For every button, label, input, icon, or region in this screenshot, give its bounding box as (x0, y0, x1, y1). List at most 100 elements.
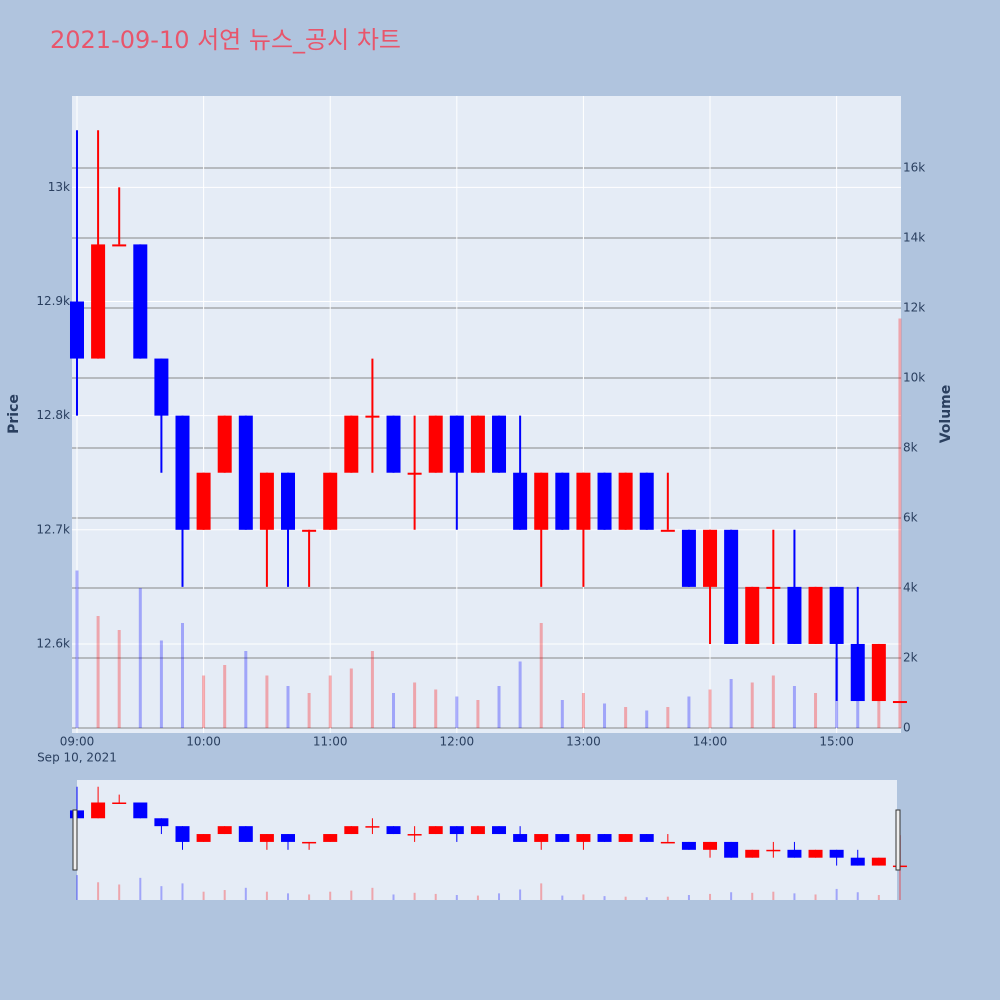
slider-volume (582, 894, 585, 900)
volume-bar (814, 692, 818, 728)
volume-bar (434, 689, 438, 728)
volume-bar (708, 689, 712, 728)
y2-tick-label: 2k (903, 650, 918, 664)
slider-body (597, 834, 612, 842)
candle-body (513, 472, 528, 530)
candle-body (555, 472, 570, 530)
y2-tick-label: 8k (903, 440, 918, 454)
y-axis-title: Price (6, 394, 22, 434)
candle-body (196, 472, 211, 530)
slider-volume (603, 896, 606, 900)
slider-volume (371, 887, 374, 900)
slider-body (660, 841, 675, 844)
slider-body (850, 857, 865, 866)
candle-body (470, 415, 485, 473)
volume-bar (349, 668, 353, 728)
volume-bar (750, 682, 754, 728)
slider-volume (202, 891, 205, 900)
candle-body (238, 415, 253, 530)
y-tick-label: 13k (48, 180, 70, 194)
slider-volume (856, 892, 859, 900)
slider-body (133, 802, 148, 819)
y2-axis-title: Volume (938, 385, 954, 444)
slider-volume (223, 890, 226, 900)
volume-bar (96, 615, 100, 728)
candle-body (91, 244, 106, 359)
volume-bar (687, 696, 691, 728)
volume-bar (856, 678, 860, 728)
volume-bar (370, 650, 374, 728)
volume-bar (518, 661, 522, 728)
slider-body (534, 834, 549, 842)
slider-volume (97, 882, 100, 900)
y2-tick-label: 0 (903, 721, 911, 735)
volume-bar (624, 706, 628, 728)
slider-body (112, 802, 127, 805)
candle-body (386, 415, 401, 473)
slider-volume (666, 896, 669, 900)
volume-bar (603, 703, 607, 728)
slider-body (154, 818, 169, 827)
slider-volume (624, 896, 627, 900)
slider-body (449, 826, 464, 835)
candle-body (681, 529, 696, 587)
slider-handle[interactable] (895, 809, 901, 871)
candle-body (892, 701, 907, 704)
candle-body (281, 472, 296, 530)
y2-tick-label: 14k (903, 230, 925, 244)
candle-body (660, 529, 675, 532)
volume-bar (539, 622, 543, 728)
volume-bar (328, 675, 332, 728)
slider-body (703, 841, 718, 850)
slider-body (829, 849, 844, 858)
volume-bar (75, 570, 79, 728)
slider-body (281, 834, 296, 842)
slider-volume (687, 895, 690, 900)
candle-body (787, 586, 802, 644)
slider-volume (75, 875, 78, 900)
slider-body (175, 826, 190, 842)
volume-bar (581, 692, 585, 728)
candle-body (597, 472, 612, 530)
y2-tick-label: 16k (903, 160, 925, 174)
slider-body (238, 826, 253, 842)
slider-body (365, 826, 380, 828)
slider-body (681, 841, 696, 850)
volume-bar (223, 664, 227, 728)
volume-bar (771, 675, 775, 728)
slider-volume (350, 890, 353, 900)
range-slider[interactable] (77, 780, 897, 900)
slider-volume (181, 883, 184, 900)
slider-body (766, 849, 781, 852)
slider-volume (793, 893, 796, 900)
slider-handle[interactable] (72, 809, 78, 871)
candle-body (154, 358, 169, 416)
volume-bar (244, 650, 248, 728)
volume-bar (307, 692, 311, 728)
candle-body (344, 415, 359, 473)
slider-volume (118, 884, 121, 900)
y2-tick-label: 4k (903, 580, 918, 594)
candle-body (323, 472, 338, 530)
slider-volume (814, 894, 817, 900)
slider-body (386, 826, 401, 835)
slider-body (407, 834, 422, 836)
slider-volume (498, 893, 501, 900)
volume-bar (560, 699, 564, 728)
volume-bar (898, 318, 902, 728)
slider-volume (540, 883, 543, 900)
slider-body (618, 834, 633, 842)
candle-body (871, 643, 886, 702)
slider-body (576, 834, 591, 842)
candle-body (576, 472, 591, 530)
candle-body (69, 301, 84, 359)
slider-body (470, 826, 485, 835)
y2-tick-label: 10k (903, 370, 925, 384)
slider-body (344, 826, 359, 835)
slider-volume (730, 892, 733, 900)
candle-body (133, 244, 148, 359)
slider-body (513, 834, 528, 842)
candle-body (618, 472, 633, 530)
candle-body (639, 472, 654, 530)
volume-bar (286, 685, 290, 728)
